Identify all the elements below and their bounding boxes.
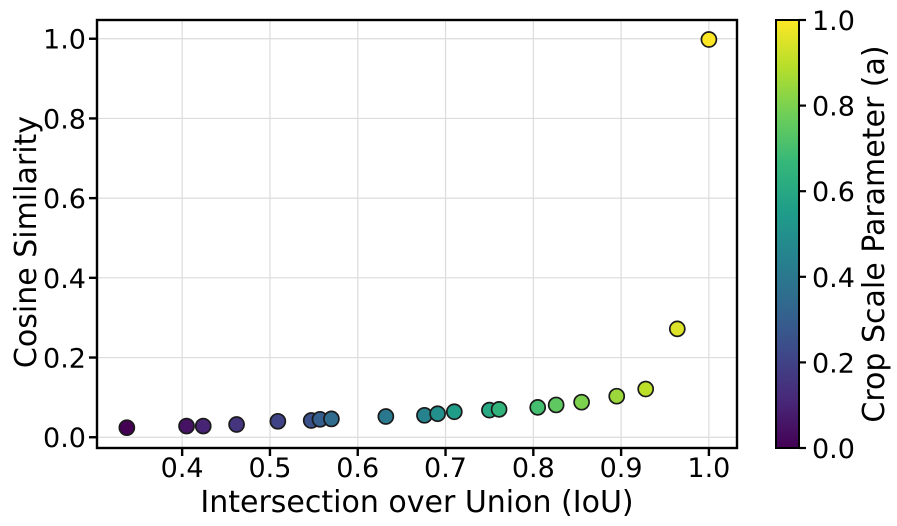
data-point [490, 400, 508, 418]
x-tick-label: 0.9 [600, 453, 643, 484]
data-point [573, 393, 590, 411]
data-point [178, 417, 195, 435]
data-point [194, 417, 212, 435]
x-tick-label: 0.8 [512, 453, 555, 484]
data-point [377, 408, 395, 425]
colorbar-tick-label: 0.6 [812, 177, 855, 208]
scatter-points [118, 31, 718, 437]
x-tick-label: 0.7 [424, 453, 467, 484]
plot-border [95, 18, 739, 450]
data-point [323, 410, 340, 428]
colorbar-tick-label: 0.8 [812, 92, 855, 123]
y-tick-label: 1.0 [43, 25, 86, 56]
data-point [608, 387, 626, 405]
axis-ticks [89, 37, 711, 456]
y-axis-label: Cosine Similarity [9, 116, 44, 368]
data-point [668, 320, 686, 338]
data-point [445, 403, 463, 421]
x-tick-label: 0.4 [161, 453, 204, 484]
data-point [700, 31, 718, 48]
x-tick-label: 1.0 [687, 453, 730, 484]
x-tick-label: 0.6 [336, 453, 379, 484]
x-axis-label: Intersection over Union (IoU) [200, 485, 633, 520]
colorbar-tick-label: 0.2 [812, 348, 855, 379]
y-tick-label: 0.0 [43, 423, 86, 454]
colorbar-tick-label: 0.0 [812, 434, 855, 465]
data-point [269, 412, 287, 430]
data-point [228, 416, 245, 433]
data-point [637, 380, 655, 398]
data-point [547, 396, 565, 414]
data-point [118, 419, 136, 437]
grid-lines [97, 20, 737, 448]
y-tick-label: 0.2 [43, 344, 86, 375]
y-tick-label: 0.4 [43, 264, 86, 295]
x-tick-label: 0.5 [248, 453, 291, 484]
y-tick-label: 0.8 [43, 104, 86, 135]
colorbar-tick-label: 1.0 [812, 6, 855, 37]
data-point [529, 399, 547, 416]
y-tick-label: 0.6 [43, 184, 86, 215]
tick-labels: 0.4 0.5 0.6 0.7 0.8 0.9 1.0 0.0 0.2 0.4 0.6 0.8 1.0 [43, 25, 730, 484]
colorbar: 0.0 0.2 0.4 0.6 0.8 1.0 [775, 6, 855, 465]
colorbar-label: Crop Scale Parameter (a) [857, 45, 892, 422]
colorbar-tick-label: 0.4 [812, 263, 855, 294]
data-point [429, 405, 446, 423]
colorbar-gradient [775, 19, 800, 449]
